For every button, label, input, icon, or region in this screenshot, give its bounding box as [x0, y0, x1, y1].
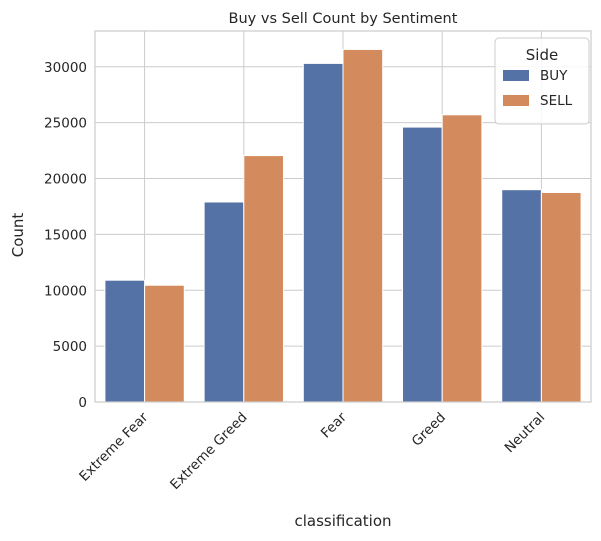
y-tick-label: 20000 [44, 172, 87, 188]
x-tick-label: Extreme Fear [76, 409, 151, 484]
bar-sell [243, 155, 284, 403]
bar-sell [144, 284, 185, 403]
legend-title: Side [526, 46, 558, 64]
bar-buy [302, 62, 344, 403]
plot-border [94, 30, 592, 403]
x-axis-label: classification [294, 512, 391, 530]
y-axis-ticks: 0 5000 10000 15000 20000 25000 30000 [44, 60, 87, 411]
bar-buy [104, 279, 146, 403]
x-tick-label: Extreme Greed [167, 410, 250, 493]
bar-buy [501, 189, 542, 403]
y-tick-label: 15000 [44, 227, 87, 243]
legend: Side BUY SELL [494, 37, 590, 125]
bar-sell [342, 48, 384, 403]
bar-sell [441, 114, 483, 403]
x-tick-label: Neutral [502, 410, 549, 457]
legend-swatch-sell [503, 95, 529, 106]
legend-label-sell: SELL [540, 93, 573, 109]
legend-swatch-buy [503, 70, 529, 81]
bar-buy [203, 201, 245, 403]
y-tick-label: 0 [78, 395, 87, 411]
x-axis-ticks: Extreme Fear Extreme Greed Fear Greed Neutra… [76, 409, 548, 493]
y-tick-label: 25000 [44, 116, 87, 132]
y-tick-label: 30000 [44, 60, 87, 76]
y-tick-label: 10000 [44, 283, 87, 299]
legend-label-buy: BUY [540, 68, 568, 84]
y-tick-label: 5000 [53, 339, 87, 355]
chart-title: Buy vs Sell Count by Sentiment [229, 11, 458, 27]
y-axis-label: Count [9, 213, 27, 258]
x-tick-label: Greed [409, 410, 449, 450]
bar-buy [402, 126, 443, 403]
x-tick-label: Fear [318, 409, 350, 441]
bar-sell [540, 191, 582, 403]
bars [104, 48, 582, 403]
plot-frame [94, 30, 592, 403]
